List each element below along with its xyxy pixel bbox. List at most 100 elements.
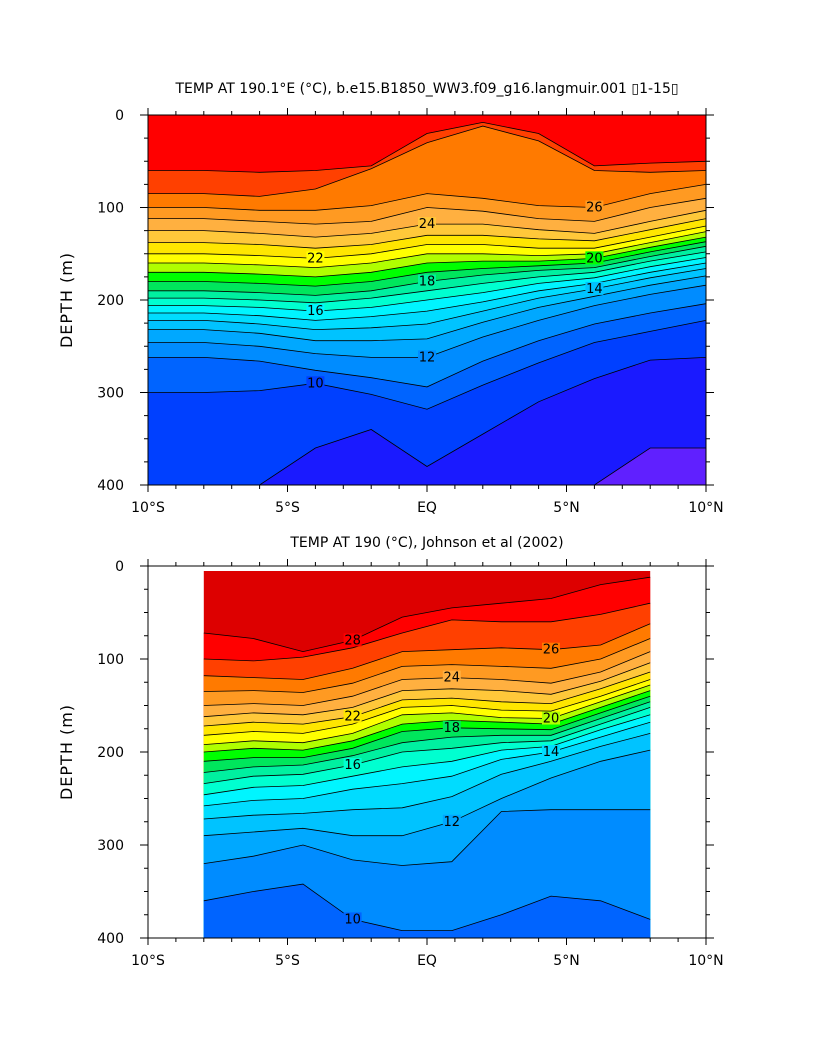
- isotherm-16: [203, 707, 651, 784]
- y-tick-label: 400: [97, 478, 124, 494]
- temp-band-9: [148, 357, 706, 485]
- contour-label-bg: [585, 251, 604, 265]
- contour-label: 10: [344, 912, 361, 927]
- contour-label-bg: [306, 376, 325, 390]
- y-tick-label: 100: [97, 201, 124, 217]
- contour-label: 24: [419, 217, 436, 232]
- observed-temperature-section: TEMP AT 190 (°C), Johnson et al (2002) D…: [57, 535, 724, 969]
- isotherm-20: [148, 236, 707, 278]
- y-tick-label: 0: [115, 559, 124, 575]
- isotherm-24: [203, 651, 651, 706]
- contour-label-bg: [542, 642, 560, 656]
- contour-label-bg: [343, 758, 362, 772]
- contour-label: 12: [444, 815, 461, 830]
- isotherm-22: [203, 671, 651, 727]
- x-tick-label: 10°S: [131, 500, 165, 516]
- contour-label: 16: [344, 758, 361, 773]
- axis-ticks: [140, 108, 714, 492]
- contour-label: 16: [307, 304, 324, 319]
- isotherm-13: [148, 275, 707, 342]
- isotherm-27: [203, 602, 651, 662]
- temp-band-10: [203, 884, 651, 938]
- contour-label: 26: [586, 201, 603, 216]
- y-axis-label: DEPTH (m): [57, 704, 76, 800]
- isotherm-25: [203, 638, 651, 693]
- y-tick-label: 200: [97, 293, 124, 309]
- contour-label-bg: [418, 274, 436, 288]
- y-tick-label: 200: [97, 745, 124, 761]
- isotherm-14: [148, 268, 707, 331]
- contour-label-bg: [542, 711, 560, 725]
- isotherm-19: [148, 241, 707, 287]
- y-tick-label: 300: [97, 838, 124, 854]
- contour-label: 18: [444, 721, 461, 736]
- isotherm-10: [203, 883, 651, 931]
- contour-label: 14: [543, 745, 560, 760]
- contour-label-bg: [418, 217, 436, 231]
- contour-label-bg: [585, 281, 604, 295]
- contour-label-bg: [418, 350, 436, 364]
- contour-label-bg: [343, 633, 362, 647]
- isotherm-22: [148, 225, 707, 259]
- isotherm-15: [203, 714, 651, 796]
- isotherm-26: [148, 184, 707, 211]
- contour-label: 22: [344, 710, 361, 725]
- isotherm-21: [148, 231, 707, 269]
- isotherm-11: [203, 809, 651, 866]
- chart-title: TEMP AT 190 (°C), Johnson et al (2002): [289, 535, 563, 551]
- x-tick-label: 5°N: [553, 500, 579, 516]
- isotherm-17: [203, 701, 651, 773]
- isotherm-16: [148, 257, 707, 312]
- contour-label: 24: [444, 671, 461, 686]
- model-temperature-section: TEMP AT 190.1°E (°C), b.e15.B1850_WW3.f0…: [57, 81, 724, 516]
- isotherm-11: [148, 303, 707, 388]
- isotherm-15: [148, 262, 707, 321]
- contour-label-bg: [442, 720, 461, 734]
- axis-ticks: [140, 559, 714, 945]
- y-axis-label: DEPTH (m): [57, 252, 76, 348]
- contour-label: 28: [344, 633, 361, 648]
- isotherm-19: [203, 690, 651, 753]
- isotherm-20: [203, 684, 651, 745]
- x-tick-label: 10°N: [688, 500, 723, 516]
- isotherm-23: [148, 218, 707, 249]
- chart-title: TEMP AT 190.1°E (°C), b.e15.B1850_WW3.f0…: [174, 81, 678, 97]
- x-tick-label: 5°N: [553, 953, 579, 969]
- isotherm-17: [148, 251, 707, 304]
- y-tick-label: 400: [97, 931, 124, 947]
- plot-frame: [147, 114, 707, 486]
- y-tick-label: 300: [97, 386, 124, 402]
- isotherm-21: [203, 679, 651, 736]
- contour-fill-area: 26 24 22 20 18 16 14 12 10: [148, 115, 707, 486]
- contour-label-bg: [343, 709, 362, 723]
- x-tick-label: EQ: [417, 953, 437, 969]
- isotherm-25: [148, 197, 707, 225]
- isotherm-14: [203, 721, 651, 807]
- contour-label: 20: [586, 251, 603, 266]
- x-tick-label: EQ: [417, 500, 437, 516]
- contour-label-bg: [442, 670, 461, 684]
- contour-label: 20: [543, 712, 560, 727]
- contour-fill-area: 28 26 24 22 20 18 16 14 12 10: [203, 571, 651, 939]
- tick-labels: 10°S 5°S EQ 5°N 10°N 0 100 200 300 400: [97, 559, 723, 969]
- contour-label-bg: [306, 251, 325, 265]
- contour-label: 10: [307, 376, 324, 391]
- plot-frame: [147, 565, 707, 939]
- contour-label: 18: [419, 275, 436, 290]
- contour-label-bg: [306, 304, 325, 318]
- x-tick-label: 5°S: [275, 953, 300, 969]
- isotherm-23: [203, 662, 651, 718]
- contour-label-bg: [542, 745, 560, 758]
- y-tick-label: 0: [115, 108, 124, 124]
- contour-label-bg: [343, 912, 362, 926]
- contour-label-bg: [585, 200, 604, 214]
- y-tick-label: 100: [97, 652, 124, 668]
- temp-band-8: [148, 448, 706, 485]
- isotherm-12: [203, 749, 651, 837]
- isotherm-13: [203, 733, 651, 820]
- isotherm-26: [203, 623, 651, 680]
- x-tick-label: 10°S: [131, 953, 165, 969]
- contour-label: 22: [307, 251, 324, 266]
- isotherm-27: [148, 125, 707, 197]
